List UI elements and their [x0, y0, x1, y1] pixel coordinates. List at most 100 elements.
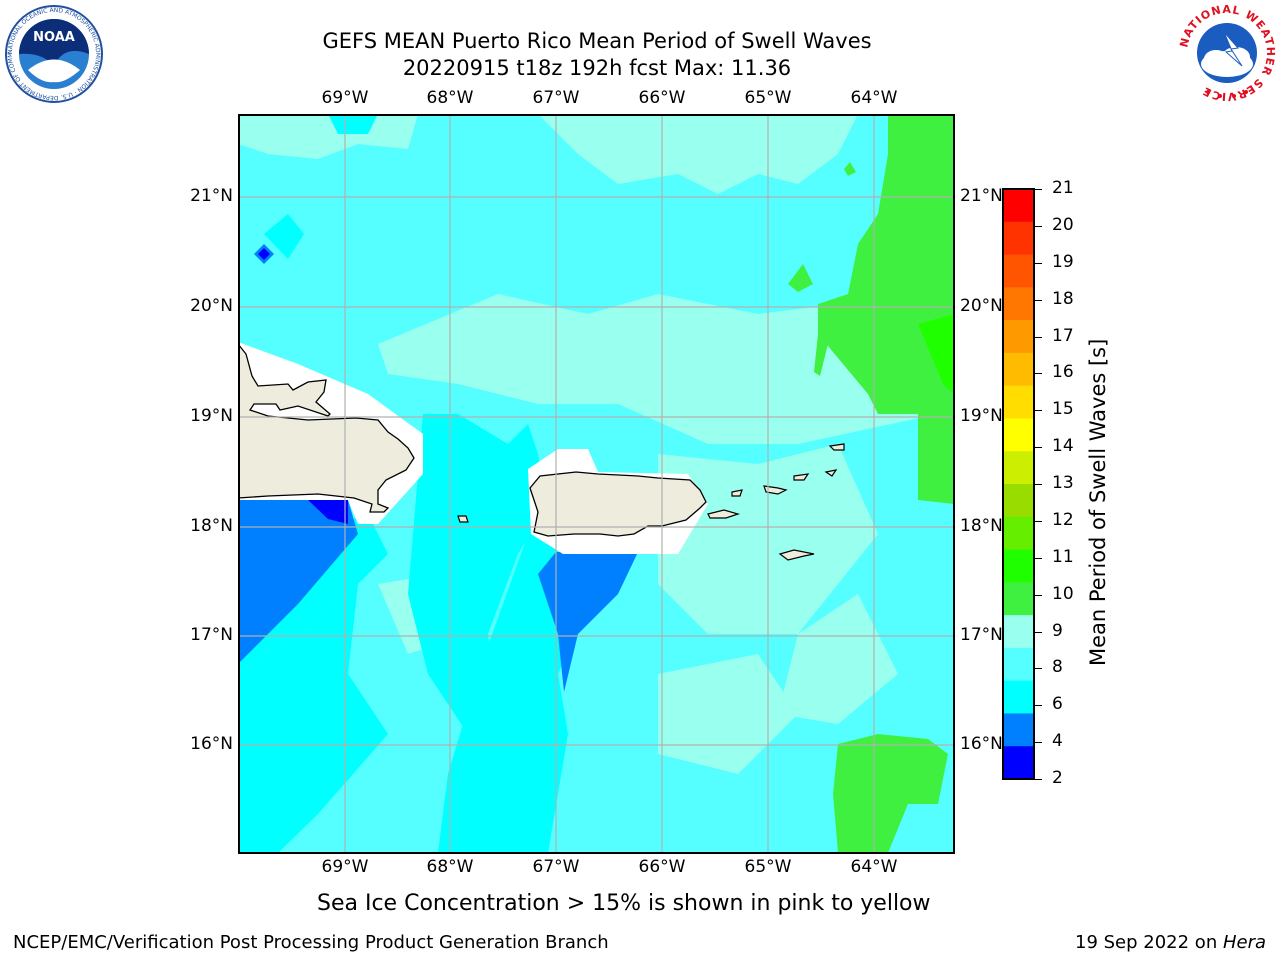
field-10-spot1	[788, 264, 813, 292]
lat-label-right: 17°N	[960, 625, 1003, 645]
colorbar-tick	[1034, 262, 1042, 264]
nws-logo: NATIONAL WEATHER SERVICE	[1177, 3, 1276, 103]
field-6-north-spot	[328, 114, 378, 134]
colorbar-tick	[1034, 668, 1042, 670]
colorbar-tick-label: 16	[1052, 362, 1074, 383]
field-6-nw-spot	[264, 214, 304, 259]
lat-label-left: 19°N	[190, 406, 233, 426]
colorbar-cell	[1003, 287, 1034, 321]
field-6-center	[408, 414, 548, 734]
colorbar-tick	[1034, 594, 1042, 596]
land-hispaniola	[238, 342, 415, 513]
lon-label-top: 65°W	[744, 88, 792, 108]
land-virgin-islands-2	[763, 485, 788, 495]
colorbar-tick-label: 21	[1052, 178, 1074, 198]
chart-subtitle: 20220915 t18z 192h fcst Max: 11.36	[402, 56, 792, 80]
colorbar-tick	[1034, 631, 1042, 633]
lon-label-top: 64°W	[850, 88, 898, 108]
colorbar-tick-label: 9	[1052, 620, 1063, 641]
lon-label-top: 66°W	[638, 88, 686, 108]
footer-date-text: 19 Sep 2022 on	[1075, 932, 1223, 953]
swell-period-map	[238, 114, 955, 854]
colorbar-cell	[1003, 647, 1034, 682]
colorbar-cell	[1003, 713, 1034, 747]
colorbar-tick-label: 18	[1052, 288, 1074, 309]
land-vieques	[707, 509, 741, 519]
lat-label-right: 20°N	[960, 296, 1003, 316]
colorbar-cell	[1003, 680, 1034, 714]
colorbar-tick-label: 10	[1052, 583, 1074, 604]
colorbar-tick	[1034, 189, 1042, 190]
colorbar-tick	[1034, 705, 1042, 707]
field-10-spot3	[814, 334, 828, 376]
colorbar-tick	[1034, 520, 1042, 522]
colorbar-tick-label: 8	[1052, 657, 1063, 678]
colorbar-cell	[1003, 746, 1034, 780]
colorbar-tick	[1034, 484, 1042, 485]
colorbar-cell	[1003, 189, 1034, 223]
lon-label-bottom: 64°W	[850, 857, 898, 877]
colorbar-cell	[1003, 221, 1034, 256]
field-9-east	[778, 594, 898, 724]
footer-host: Hera	[1222, 932, 1266, 953]
colorbar-tick-label: 2	[1052, 768, 1063, 788]
colorbar-tick	[1034, 447, 1042, 449]
colorbar-tick-label: 13	[1052, 473, 1074, 493]
colorbar-cell	[1003, 615, 1034, 649]
lat-label-left: 17°N	[190, 625, 233, 645]
chart-title: GEFS MEAN Puerto Rico Mean Period of Swe…	[322, 29, 872, 53]
footer-date: 19 Sep 2022 on Hera	[1075, 932, 1266, 953]
field-2-west	[308, 500, 348, 524]
field-6-southwest	[238, 584, 388, 853]
field-9-midnorth	[378, 294, 938, 444]
colorbar	[1002, 188, 1035, 780]
colorbar-cell	[1003, 516, 1034, 551]
lat-label-left: 18°N	[190, 516, 233, 536]
lat-label-right: 19°N	[960, 406, 1003, 426]
field-9-south	[658, 654, 798, 774]
lat-label-left: 20°N	[190, 296, 233, 316]
colorbar-cell	[1003, 484, 1034, 518]
lon-label-bottom: 69°W	[321, 857, 369, 877]
field-10-southeast	[833, 734, 948, 853]
colorbar-cell	[1003, 549, 1034, 583]
colorbar-tick-label: 6	[1052, 694, 1063, 715]
colorbar-tick	[1034, 557, 1042, 559]
colorbar-cell	[1003, 582, 1034, 616]
colorbar-cell	[1003, 352, 1034, 387]
colorbar-tick	[1034, 373, 1042, 375]
lon-label-bottom: 67°W	[532, 857, 580, 877]
lon-label-bottom: 66°W	[638, 857, 686, 877]
colorbar-tick	[1034, 779, 1042, 780]
lon-label-top: 68°W	[426, 88, 474, 108]
field-9-north	[238, 114, 418, 159]
map-frame	[238, 114, 955, 854]
field-4-west	[238, 500, 358, 664]
map-gridlines	[238, 114, 954, 853]
colorbar-cells	[1003, 189, 1034, 780]
colorbar-tick-label: 4	[1052, 731, 1063, 752]
colorbar-tick-label: 17	[1052, 325, 1074, 346]
colorbar-tick-label: 12	[1052, 509, 1074, 530]
colorbar-tick	[1034, 336, 1042, 338]
colorbar-tick-label: 15	[1052, 399, 1074, 420]
land-mona	[457, 515, 469, 523]
lat-label-left: 21°N	[190, 186, 233, 206]
lat-label-left: 16°N	[190, 734, 233, 754]
land-virgin-islands-3	[793, 473, 810, 481]
field-4-south	[538, 552, 638, 692]
colorbar-tick	[1034, 225, 1042, 227]
land-virgin-islands-1	[731, 489, 743, 497]
colorbar-cell	[1003, 418, 1034, 452]
lat-label-right: 16°N	[960, 734, 1003, 754]
colorbar-tick-label: 19	[1052, 251, 1074, 272]
colorbar-tick	[1034, 299, 1042, 301]
colorbar-cell	[1003, 320, 1034, 354]
footer-branch: NCEP/EMC/Verification Post Processing Pr…	[13, 932, 609, 953]
field-2-nw	[258, 248, 270, 260]
colorbar-tick-label: 11	[1052, 546, 1074, 567]
colorbar-cell	[1003, 385, 1034, 419]
lon-label-bottom: 68°W	[426, 857, 474, 877]
colorbar-title: Mean Period of Swell Waves [s]	[1086, 338, 1110, 666]
colorbar-cell	[1003, 254, 1034, 288]
